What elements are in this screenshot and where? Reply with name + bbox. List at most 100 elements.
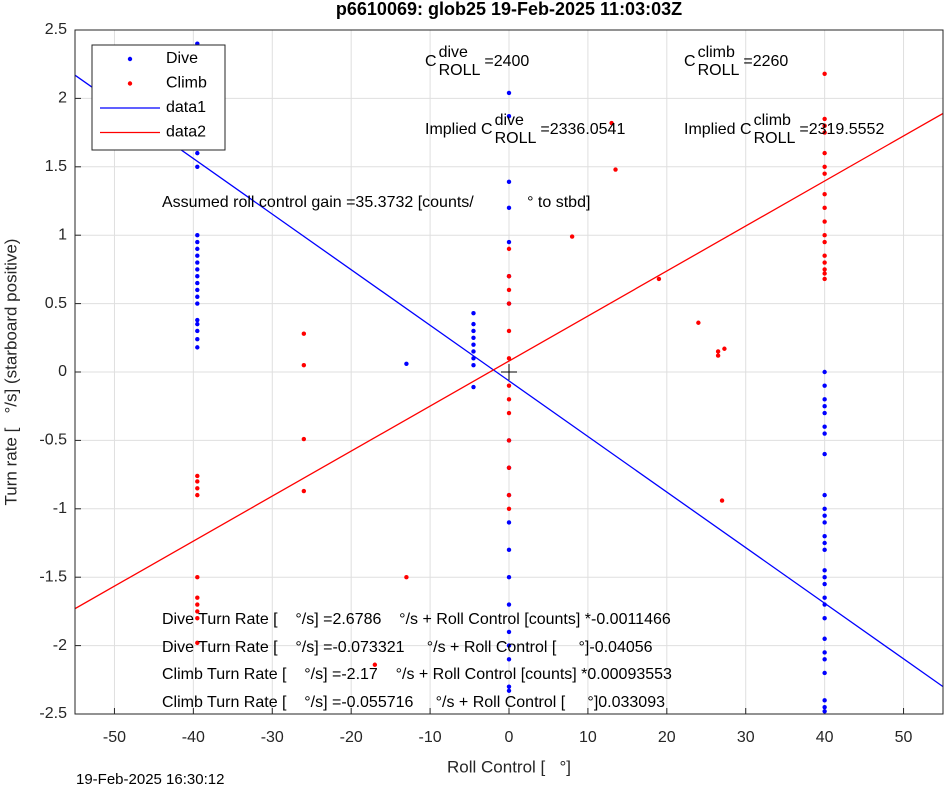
y-tick-label: 0 bbox=[58, 363, 67, 380]
data-point bbox=[506, 492, 512, 498]
x-tick-label: -30 bbox=[261, 729, 284, 746]
annotation-value: =2336.0541 bbox=[540, 121, 625, 138]
data-point bbox=[301, 362, 307, 368]
data-point bbox=[822, 506, 827, 511]
data-point bbox=[822, 116, 827, 122]
data-point bbox=[301, 488, 307, 494]
data-point bbox=[715, 353, 721, 358]
data-point bbox=[195, 239, 200, 245]
data-point bbox=[195, 317, 200, 323]
data-point bbox=[195, 294, 200, 299]
data-point bbox=[506, 629, 512, 635]
data-point bbox=[506, 410, 512, 416]
legend-dot bbox=[127, 56, 133, 62]
data-point bbox=[195, 274, 200, 279]
data-point bbox=[506, 179, 512, 185]
data-point bbox=[822, 698, 827, 703]
annotation-text: Climb Turn Rate [ °/s] =-0.055716 °/s + … bbox=[162, 694, 665, 711]
data-point bbox=[195, 321, 200, 327]
data-point bbox=[195, 575, 200, 580]
data-point bbox=[506, 205, 512, 211]
annotation: Implied C bbox=[684, 121, 752, 138]
data-point bbox=[506, 520, 512, 525]
data-point bbox=[822, 404, 827, 409]
annotation-sub: ROLL bbox=[439, 62, 481, 79]
annotation: Dive Turn Rate [ °/s] =-0.073321 °/s + R… bbox=[162, 639, 653, 656]
y-tick-label: -2 bbox=[53, 637, 67, 654]
data-point bbox=[506, 575, 512, 580]
data-point bbox=[822, 513, 827, 518]
y-tick-label: -2.5 bbox=[39, 705, 67, 722]
y-tick-label: 0.5 bbox=[45, 295, 67, 312]
data-point bbox=[195, 260, 200, 265]
x-tick-label: 20 bbox=[658, 729, 676, 746]
data-point bbox=[822, 581, 827, 587]
data-point bbox=[301, 436, 307, 442]
annotation-sup: dive bbox=[495, 112, 524, 129]
data-point bbox=[506, 657, 512, 662]
annotation-value: =2319.5552 bbox=[799, 121, 884, 138]
data-point bbox=[822, 369, 827, 375]
x-tick-label: 50 bbox=[895, 729, 913, 746]
data-point bbox=[372, 662, 378, 667]
data-point bbox=[506, 301, 512, 306]
data-point bbox=[822, 431, 827, 436]
footer: 19-Feb-2025 16:30:12 bbox=[76, 771, 224, 788]
data-point bbox=[822, 171, 827, 176]
plot-marks bbox=[75, 41, 943, 714]
data-point bbox=[715, 349, 721, 354]
annotation-text: Dive Turn Rate [ °/s] =-0.073321 °/s + R… bbox=[162, 639, 653, 656]
data-point bbox=[195, 164, 200, 169]
legend-label: data2 bbox=[166, 124, 206, 141]
x-tick-label: 30 bbox=[737, 729, 755, 746]
annotation-sub: ROLL bbox=[698, 62, 740, 79]
data-point bbox=[822, 219, 827, 224]
x-tick-label: 10 bbox=[579, 729, 597, 746]
data-point bbox=[613, 167, 618, 172]
data-point bbox=[506, 684, 512, 689]
data-point bbox=[195, 267, 200, 272]
legend-label: Climb bbox=[166, 75, 207, 92]
data-point bbox=[506, 397, 512, 402]
data-point bbox=[404, 575, 409, 580]
data-point bbox=[719, 498, 725, 503]
annotation-text: C bbox=[684, 53, 696, 70]
data-point bbox=[506, 506, 512, 511]
y-tick-label: 1 bbox=[58, 226, 67, 243]
data-point bbox=[471, 310, 476, 316]
data-point bbox=[822, 383, 827, 388]
annotation-value: =2260 bbox=[743, 53, 788, 70]
data-point bbox=[822, 547, 827, 553]
data-point bbox=[822, 123, 827, 128]
legend-label: data1 bbox=[166, 99, 206, 116]
data-point bbox=[506, 239, 512, 245]
data-point bbox=[195, 479, 200, 484]
data-point bbox=[822, 709, 827, 714]
data-point bbox=[506, 113, 512, 119]
data-point bbox=[506, 246, 512, 252]
y-tick-label: -1 bbox=[53, 500, 67, 517]
data-point bbox=[822, 595, 827, 600]
data-point bbox=[656, 276, 662, 282]
data-point bbox=[822, 397, 827, 402]
data-point bbox=[195, 640, 200, 646]
data-point bbox=[195, 595, 200, 600]
annotation-text: C bbox=[425, 53, 437, 70]
data-point bbox=[301, 331, 307, 336]
data-point bbox=[822, 271, 827, 276]
data-point bbox=[822, 239, 827, 245]
data-point bbox=[195, 336, 200, 342]
data-point bbox=[822, 233, 827, 238]
data-point bbox=[822, 130, 827, 135]
data-point bbox=[506, 287, 512, 293]
data-point bbox=[471, 362, 476, 368]
annotation: Dive Turn Rate [ °/s] =2.6786 °/s + Roll… bbox=[162, 611, 671, 628]
data-point bbox=[195, 609, 200, 614]
data-point bbox=[822, 616, 827, 621]
y-tick-label: -1.5 bbox=[39, 568, 67, 585]
data-point bbox=[471, 349, 476, 354]
data-point bbox=[822, 451, 827, 457]
data-point bbox=[822, 657, 827, 662]
data-point bbox=[506, 383, 512, 388]
